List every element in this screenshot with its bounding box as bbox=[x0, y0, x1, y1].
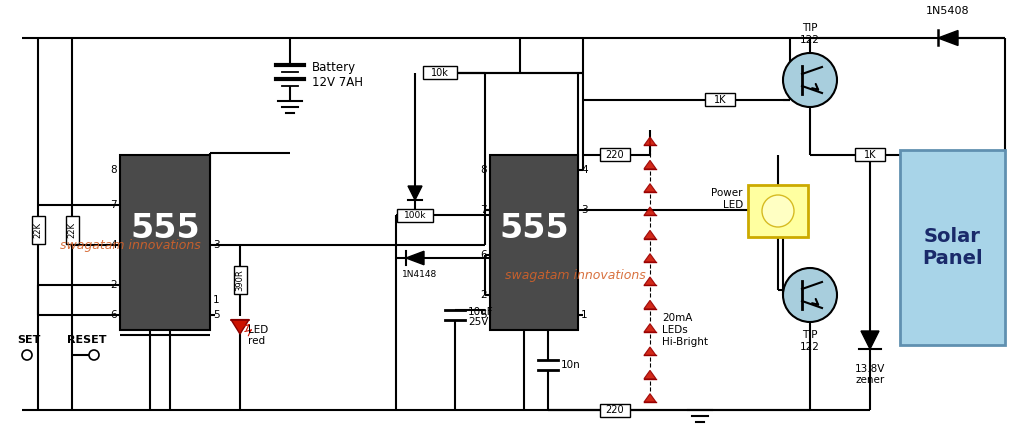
Polygon shape bbox=[644, 230, 656, 239]
Polygon shape bbox=[644, 277, 656, 286]
Text: 2: 2 bbox=[111, 280, 117, 290]
FancyBboxPatch shape bbox=[855, 149, 885, 161]
Polygon shape bbox=[406, 251, 424, 265]
Text: 13.8V: 13.8V bbox=[855, 364, 885, 374]
Text: 10n: 10n bbox=[561, 360, 581, 370]
FancyBboxPatch shape bbox=[705, 93, 735, 106]
Text: 1N5408: 1N5408 bbox=[926, 6, 970, 16]
Circle shape bbox=[783, 268, 837, 322]
Text: RESET: RESET bbox=[67, 335, 106, 345]
FancyBboxPatch shape bbox=[600, 149, 630, 161]
Text: 10uF: 10uF bbox=[468, 307, 494, 317]
Text: 5: 5 bbox=[213, 310, 219, 320]
Text: swagatam innovations: swagatam innovations bbox=[60, 238, 201, 252]
Text: 4: 4 bbox=[581, 165, 588, 175]
Circle shape bbox=[762, 195, 794, 227]
Circle shape bbox=[783, 53, 837, 107]
Polygon shape bbox=[861, 331, 879, 349]
Circle shape bbox=[22, 350, 32, 360]
FancyBboxPatch shape bbox=[490, 155, 578, 330]
FancyBboxPatch shape bbox=[600, 403, 630, 416]
Polygon shape bbox=[644, 254, 656, 262]
Text: TIP
122: TIP 122 bbox=[800, 330, 820, 351]
Polygon shape bbox=[408, 186, 422, 200]
Text: 3: 3 bbox=[213, 240, 219, 250]
Text: 1N4148: 1N4148 bbox=[402, 269, 437, 279]
FancyBboxPatch shape bbox=[32, 216, 44, 244]
Text: 1K: 1K bbox=[714, 95, 726, 105]
Polygon shape bbox=[644, 394, 656, 402]
Text: 8: 8 bbox=[480, 165, 487, 175]
FancyBboxPatch shape bbox=[66, 216, 79, 244]
Text: 8: 8 bbox=[111, 165, 117, 175]
Text: 2: 2 bbox=[480, 290, 487, 300]
Polygon shape bbox=[938, 31, 958, 45]
Text: 6: 6 bbox=[480, 250, 487, 260]
Text: 22K: 22K bbox=[34, 222, 43, 238]
Polygon shape bbox=[644, 347, 656, 355]
Text: 22K: 22K bbox=[68, 222, 77, 238]
Polygon shape bbox=[644, 184, 656, 192]
Text: 220: 220 bbox=[605, 405, 625, 415]
Text: 5: 5 bbox=[480, 310, 487, 320]
Text: 100k: 100k bbox=[403, 211, 426, 219]
Text: 20mA
LEDs
Hi-Bright: 20mA LEDs Hi-Bright bbox=[662, 313, 708, 347]
Polygon shape bbox=[644, 160, 656, 169]
Polygon shape bbox=[644, 137, 656, 145]
Text: zener: zener bbox=[855, 375, 885, 385]
Text: red: red bbox=[248, 336, 265, 346]
FancyBboxPatch shape bbox=[423, 67, 457, 79]
FancyBboxPatch shape bbox=[748, 185, 808, 237]
FancyBboxPatch shape bbox=[120, 155, 210, 330]
Text: 25V: 25V bbox=[468, 317, 488, 327]
Polygon shape bbox=[644, 324, 656, 332]
Polygon shape bbox=[644, 207, 656, 215]
Text: 220: 220 bbox=[605, 150, 625, 160]
Text: 6: 6 bbox=[111, 310, 117, 320]
Polygon shape bbox=[644, 370, 656, 379]
Text: Battery
12V 7AH: Battery 12V 7AH bbox=[312, 61, 362, 89]
Text: Power: Power bbox=[712, 188, 743, 198]
Text: 4: 4 bbox=[111, 240, 117, 250]
Text: LED: LED bbox=[723, 200, 743, 210]
Text: 1K: 1K bbox=[864, 150, 877, 160]
Text: 555: 555 bbox=[499, 212, 569, 245]
Text: 7: 7 bbox=[480, 205, 487, 215]
Text: 555: 555 bbox=[130, 212, 200, 245]
Polygon shape bbox=[644, 300, 656, 309]
Text: SET: SET bbox=[17, 335, 40, 345]
Text: 7: 7 bbox=[111, 200, 117, 210]
Text: 3: 3 bbox=[581, 205, 588, 215]
Text: 1: 1 bbox=[213, 295, 219, 305]
FancyBboxPatch shape bbox=[397, 208, 433, 221]
Text: 1: 1 bbox=[581, 310, 588, 320]
Text: Solar
Panel: Solar Panel bbox=[923, 227, 983, 268]
Text: TIP
122: TIP 122 bbox=[800, 24, 820, 45]
FancyBboxPatch shape bbox=[233, 266, 247, 294]
Text: LED: LED bbox=[248, 325, 268, 335]
Text: swagatam innovations: swagatam innovations bbox=[505, 269, 646, 282]
Text: 10k: 10k bbox=[431, 68, 449, 78]
Polygon shape bbox=[231, 320, 249, 334]
Circle shape bbox=[89, 350, 99, 360]
Text: 390R: 390R bbox=[236, 269, 245, 291]
FancyBboxPatch shape bbox=[900, 150, 1005, 345]
